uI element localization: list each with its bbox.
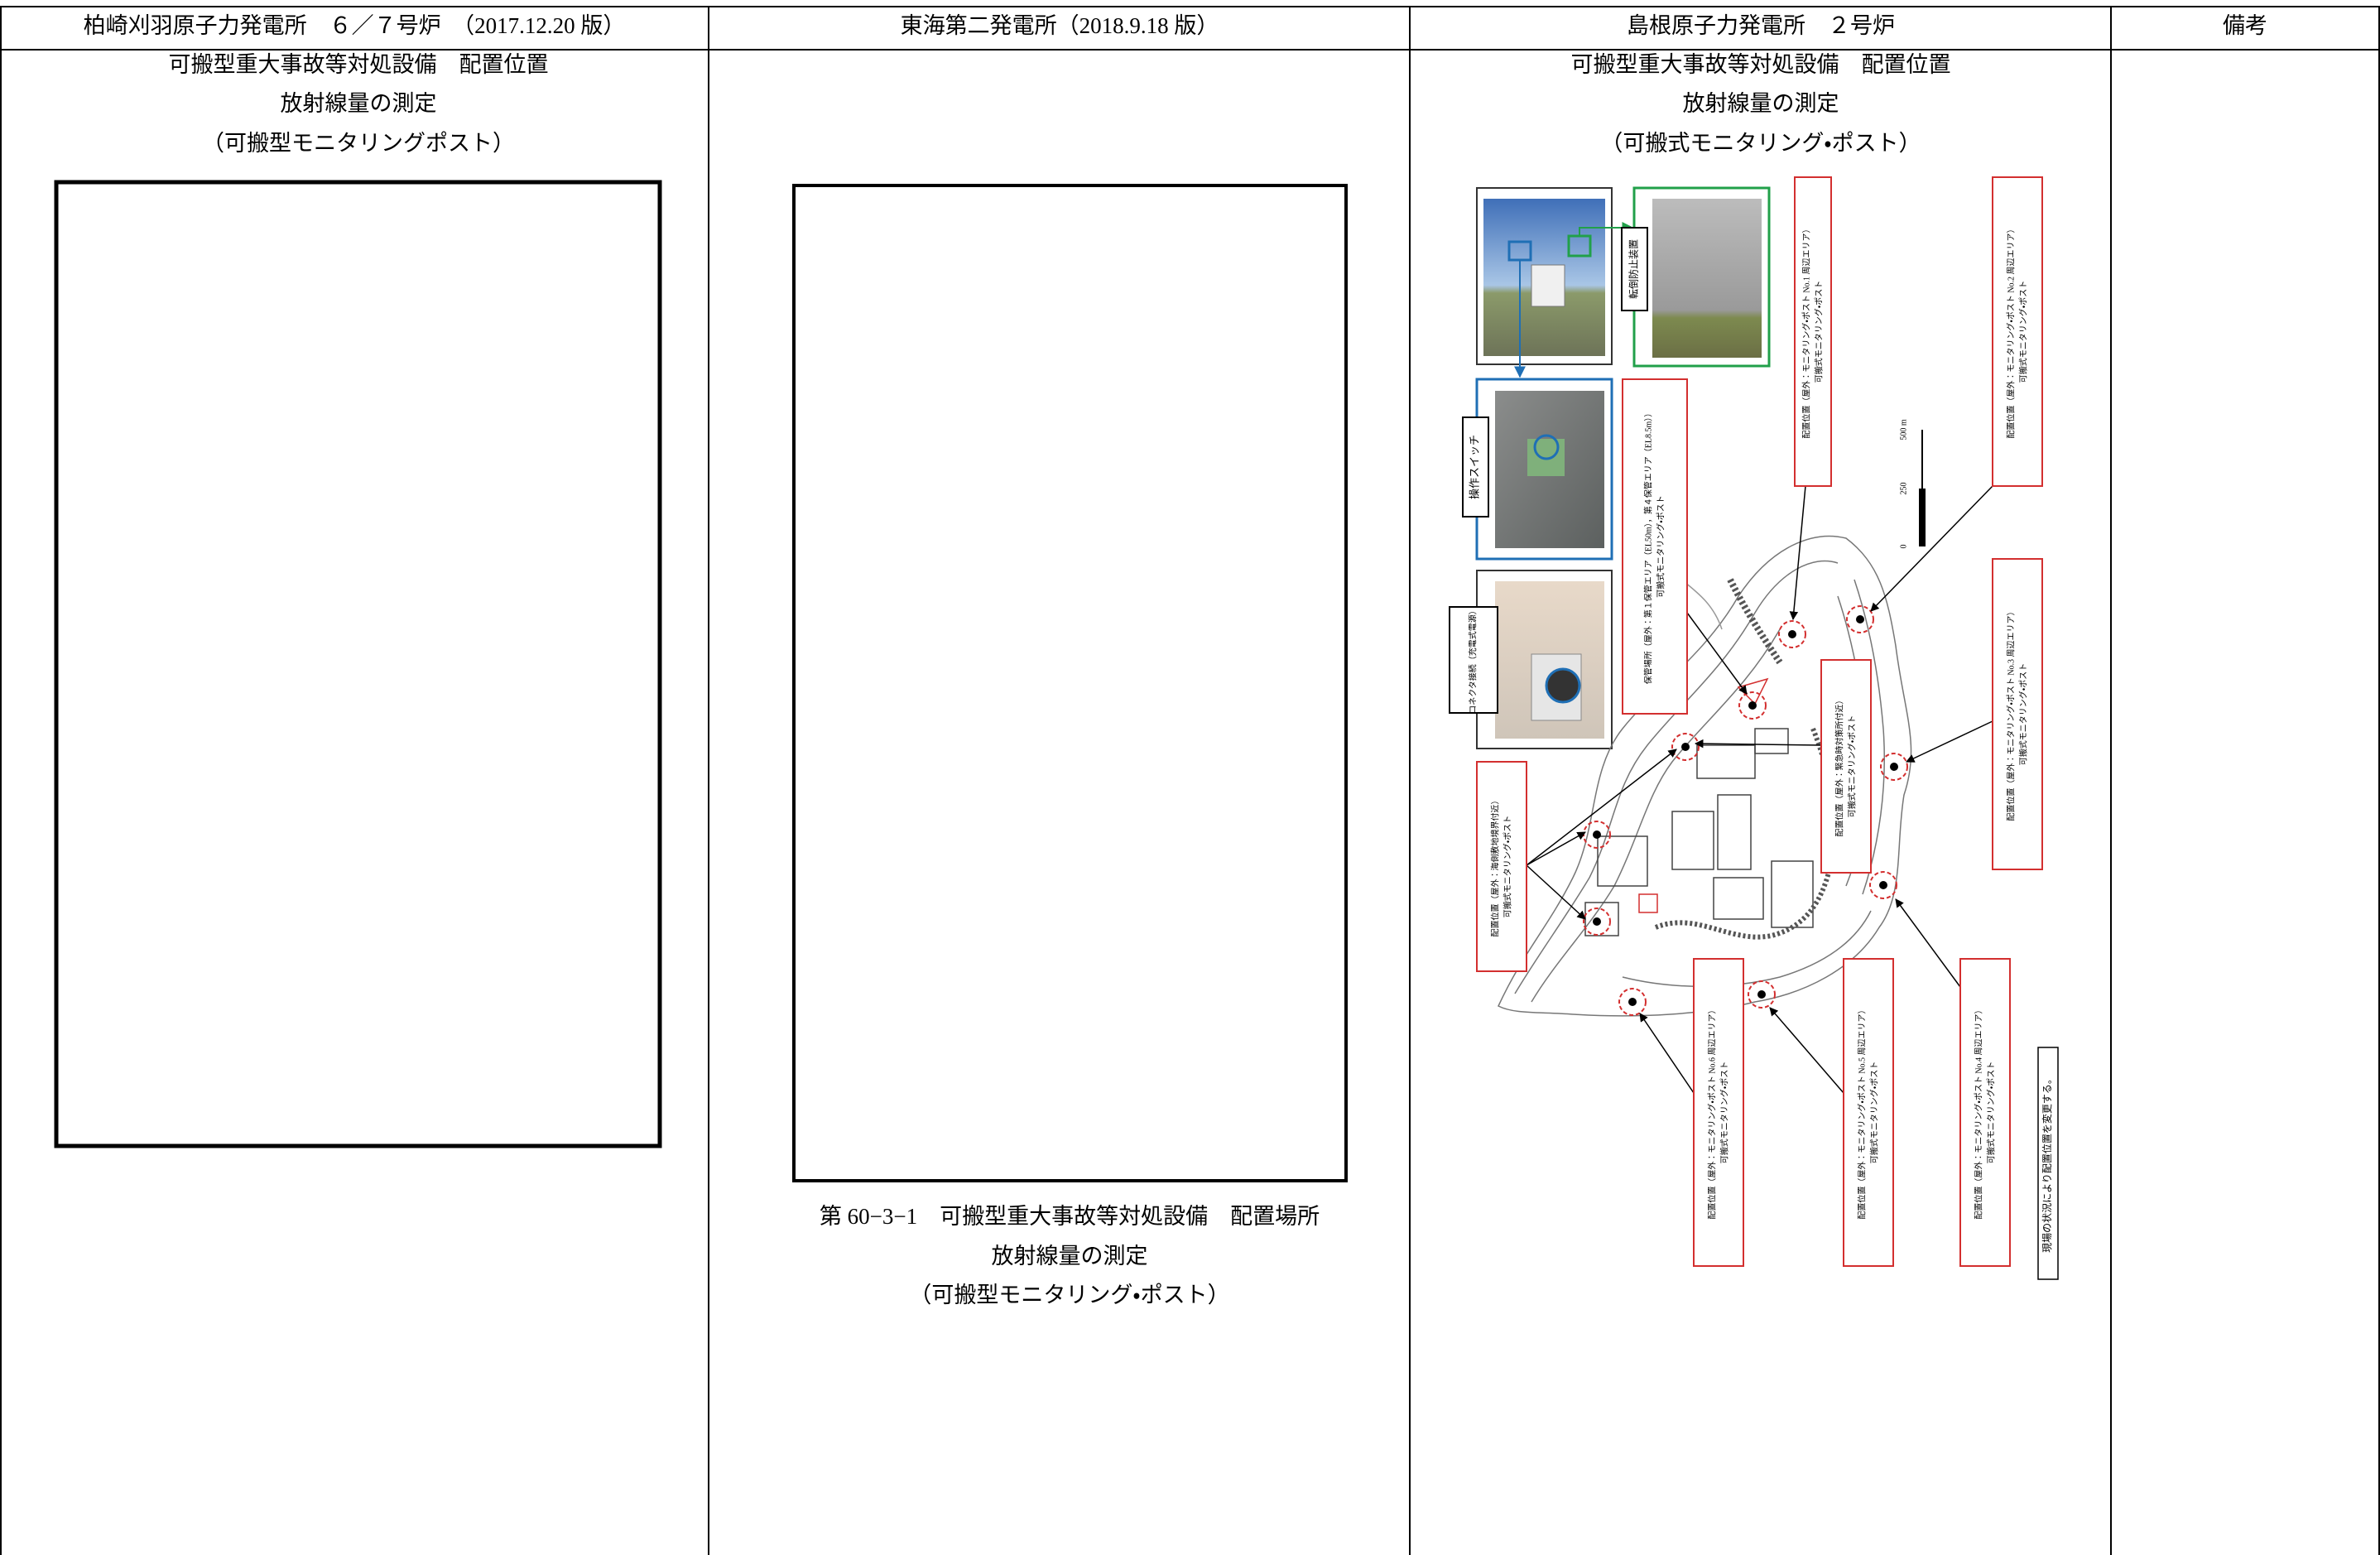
callout-title: 配置位置（屋外：モニタリング・ポスト No.3 周辺エリア） xyxy=(2005,607,2016,821)
highlight xyxy=(1533,434,1560,460)
arrow xyxy=(1579,222,1634,236)
marker-dot xyxy=(1593,830,1601,839)
label-box xyxy=(1621,227,1648,311)
marker-dot xyxy=(1879,881,1887,889)
photo-label: 転倒防止装置 xyxy=(1627,239,1639,299)
arrow xyxy=(1789,485,1806,621)
heading-line: 放射線量の測定 xyxy=(1683,91,1839,116)
marker-dot xyxy=(1748,701,1757,710)
scale-label: 500 m xyxy=(1899,419,1908,441)
callout-subtitle: 可搬式モニタリング・ポスト xyxy=(1813,281,1824,383)
photo xyxy=(1652,199,1762,358)
callout-box xyxy=(1959,958,2011,1267)
caption-line: 放射線量の測定 xyxy=(992,1244,1148,1269)
photo-label: 操作スイッチ xyxy=(1468,435,1480,499)
photo-label: コネクタ接続（充電式電源） xyxy=(1467,606,1478,714)
marker-dot xyxy=(1788,630,1796,638)
callout-title: 配置位置（屋外：モニタリング・ポスト No.6 周辺エリア） xyxy=(1706,1005,1717,1219)
arrow xyxy=(1526,831,1586,866)
arrow xyxy=(1906,720,1993,763)
marker-ring xyxy=(1738,691,1767,720)
marker-dot xyxy=(1681,743,1690,751)
callout-arrows xyxy=(1526,485,1993,1094)
marker-dot xyxy=(1593,917,1601,926)
note-box xyxy=(2037,1047,2059,1280)
masked-figure xyxy=(792,184,1348,1182)
marker-dot xyxy=(1890,763,1898,771)
callout-subtitle: 可搬式モニタリング・ポスト xyxy=(1502,816,1512,917)
callout-title: 配置位置（屋外：海側敷地境界付近） xyxy=(1489,797,1500,937)
callout-subtitle: 可搬式モニタリング・ポスト xyxy=(2017,281,2028,383)
marker-ring xyxy=(1880,753,1908,781)
heading-line: 可搬型重大事故等対処設備 配置位置 xyxy=(169,52,549,77)
label-box xyxy=(1462,416,1489,518)
callout-title: 配置位置（屋外：モニタリング・ポスト No.5 周辺エリア） xyxy=(1856,1005,1867,1219)
highlight xyxy=(1545,667,1581,704)
header-cell: 柏崎刈羽原子力発電所 ６／７号炉 （2017.12.20 版） xyxy=(84,13,626,38)
marker-ring xyxy=(1846,605,1874,633)
marker-ring xyxy=(1869,871,1897,899)
header-cell: 東海第二発電所（2018.9.18 版） xyxy=(901,13,1219,38)
caption-line: 第 60−3−1 可搬型重大事故等対処設備 配置場所 xyxy=(820,1204,1320,1229)
heading-line: （可搬式モニタリング・ポスト） xyxy=(1600,131,1921,156)
heading-line: 可搬型重大事故等対処設備 配置位置 xyxy=(1571,52,1951,77)
arrow xyxy=(1686,612,1748,695)
heading-line: 放射線量の測定 xyxy=(281,91,437,116)
arrow xyxy=(1870,485,1993,612)
callout-subtitle: 可搬式モニタリング・ポスト xyxy=(1655,495,1666,597)
callout-title: 保管場所（屋外：第１保管エリア（EL50m），第４保管エリア（EL8.5m）） xyxy=(1642,409,1653,685)
arrow xyxy=(1769,1007,1844,1094)
masked-figure xyxy=(54,180,662,1148)
note: 現場の状況により配置位置を変更する。 xyxy=(2041,1074,2053,1253)
header-cell: 島根原子力発電所 ２号炉 xyxy=(1627,13,1895,38)
caption-line: （可搬型モニタリング・ポスト） xyxy=(909,1283,1229,1307)
callout-subtitle: 可搬式モニタリング・ポスト xyxy=(1868,1062,1879,1163)
marker-dot xyxy=(1628,998,1637,1006)
header-cell: 備考 xyxy=(2223,13,2267,38)
marker-ring xyxy=(1618,988,1647,1016)
callout-box xyxy=(1843,958,1894,1267)
marker-dot xyxy=(1757,990,1766,999)
callout-title: 配置位置（屋外：モニタリング・ポスト No.2 周辺エリア） xyxy=(2005,224,2016,438)
callout-title: 配置位置（屋外：モニタリング・ポスト No.1 周辺エリア） xyxy=(1801,224,1811,438)
marker-dot xyxy=(1856,615,1864,623)
callout-subtitle: 可搬式モニタリング・ポスト xyxy=(1719,1062,1729,1163)
callout-title: 配置位置（屋外：緊急時対策所付近） xyxy=(1834,696,1844,837)
photo-object xyxy=(1531,264,1565,307)
arrow xyxy=(1639,1013,1695,1094)
callouts: 配置位置（屋外：モニタリング・ポスト No.1 周辺エリア） 可搬式モニタリング・… xyxy=(1476,176,2043,1267)
scale-bar xyxy=(1919,430,1926,546)
callout-title: 配置位置（屋外：モニタリング・ポスト No.4 周辺エリア） xyxy=(1973,1005,1983,1219)
callout-subtitle: 可搬式モニタリング・ポスト xyxy=(2017,663,2028,765)
arrow xyxy=(1526,749,1677,866)
callout-box xyxy=(1476,761,1527,972)
marker-ring xyxy=(1778,620,1806,648)
callout-subtitle: 可搬式モニタリング・ポスト xyxy=(1985,1062,1996,1163)
callout-box xyxy=(1820,659,1872,874)
callout-box xyxy=(1794,176,1832,487)
map-markers xyxy=(1583,605,1908,1016)
marker-ring xyxy=(1583,907,1611,936)
callout-box xyxy=(1992,176,2043,487)
arrow xyxy=(1526,864,1586,920)
layout-figure: 配置位置（屋外：モニタリング・ポスト No.1 周辺エリア） 可搬式モニタリング・… xyxy=(1449,176,2059,1280)
table-grid xyxy=(0,6,2380,1555)
scale-label: 0 xyxy=(1899,545,1908,549)
callout-box xyxy=(1622,378,1688,715)
callout-box xyxy=(1693,958,1744,1267)
arrow xyxy=(1694,739,1822,749)
heading-line: （可搬型モニタリングポスト） xyxy=(202,131,515,156)
callout-subtitle: 可搬式モニタリング・ポスト xyxy=(1846,715,1857,817)
callout-box xyxy=(1992,558,2043,870)
marker-ring xyxy=(1748,980,1776,1009)
label-box xyxy=(1449,606,1498,714)
arrow xyxy=(1895,898,1961,988)
scale-label: 250 xyxy=(1899,483,1908,495)
